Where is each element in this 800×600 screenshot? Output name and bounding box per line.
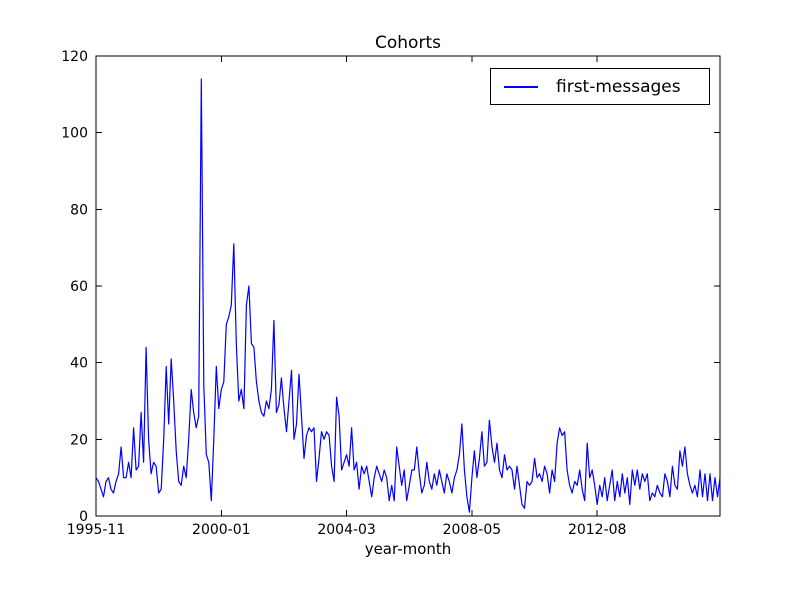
y-tick-label: 120 xyxy=(61,49,88,65)
chart-title: Cohorts xyxy=(375,33,441,53)
x-tick-label: 2012-08 xyxy=(568,522,627,538)
x-tick-label: 2008-05 xyxy=(443,522,502,538)
y-tick-label: 100 xyxy=(61,126,88,142)
x-tick-label: 2000-01 xyxy=(192,522,251,538)
y-tick-label: 0 xyxy=(79,509,88,525)
data-line xyxy=(95,78,721,513)
plot-border xyxy=(95,55,721,517)
x-axis-label: year-month xyxy=(364,540,452,558)
y-tick-label: 80 xyxy=(70,202,88,218)
x-tick-label: 2004-03 xyxy=(317,522,376,538)
y-tick-label: 40 xyxy=(70,356,88,372)
y-tick-label: 20 xyxy=(70,432,88,448)
x-tick-label: 1995-11 xyxy=(67,522,126,538)
legend: first-messages xyxy=(490,68,710,105)
legend-line-swatch xyxy=(504,85,538,88)
y-tick-label: 60 xyxy=(70,279,88,295)
legend-label: first-messages xyxy=(556,76,681,97)
